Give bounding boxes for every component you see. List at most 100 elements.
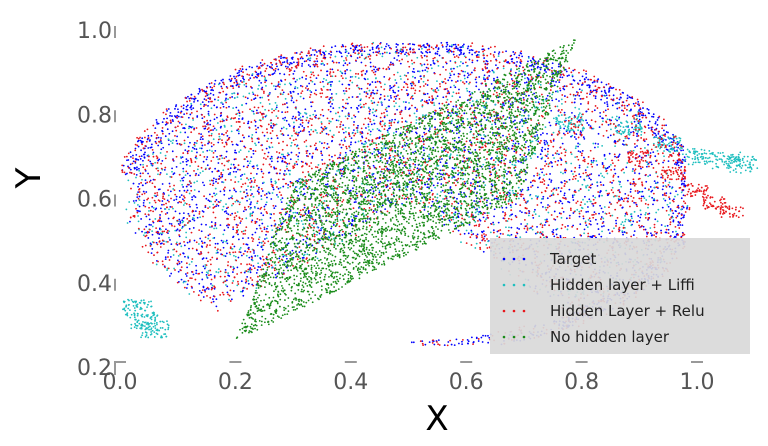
target-point (166, 128, 169, 131)
target-point (446, 43, 449, 46)
target-point (244, 195, 247, 198)
target-point (142, 159, 144, 162)
target-point (453, 207, 456, 210)
target-point (263, 205, 266, 208)
target-point (175, 195, 178, 198)
liffi-point (640, 190, 642, 193)
target-point (474, 78, 477, 81)
target-point (493, 208, 496, 211)
liffi-point (655, 182, 658, 185)
liffi-point (261, 96, 264, 99)
target-point (422, 146, 425, 149)
target-point (135, 154, 138, 156)
target-point (287, 184, 290, 186)
target-point (344, 62, 347, 65)
liffi-point (347, 127, 350, 129)
liffi-point (367, 125, 370, 128)
target-point (467, 45, 470, 48)
target-point (282, 56, 285, 59)
target-point (425, 66, 428, 69)
target-point (373, 68, 375, 71)
target-point (354, 141, 357, 144)
liffi-point (483, 134, 485, 136)
target-point (169, 239, 171, 241)
target-point (271, 73, 274, 76)
target-point (232, 290, 235, 292)
target-point (421, 99, 424, 101)
target-point (582, 217, 585, 220)
liffi-point (188, 192, 191, 195)
liffi-point (195, 157, 198, 160)
liffi-point (519, 236, 522, 239)
liffi-point (604, 94, 607, 97)
liffi-point (371, 128, 374, 131)
target-point (445, 45, 448, 48)
target-point (560, 181, 563, 184)
target-point (126, 172, 128, 175)
target-point (462, 53, 465, 56)
target-point (582, 136, 585, 139)
liffi-point (367, 151, 370, 154)
liffi-point (578, 210, 581, 213)
target-point (308, 152, 311, 155)
liffi-point (434, 186, 437, 189)
target-point (210, 145, 213, 148)
liffi-point (517, 186, 520, 189)
target-point (562, 210, 565, 213)
target-point (343, 140, 346, 142)
target-point (405, 89, 408, 91)
target-point (171, 115, 173, 117)
target-point (257, 266, 260, 268)
target-point (429, 51, 431, 54)
liffi-point (372, 119, 375, 122)
target-point (365, 70, 368, 73)
target-point (614, 172, 617, 175)
liffi-point (222, 169, 225, 172)
target-point (547, 204, 549, 206)
target-point (527, 186, 530, 189)
liffi-point (663, 138, 665, 141)
liffi-point (284, 97, 287, 100)
target-point (181, 198, 184, 201)
target-point (303, 206, 306, 209)
target-point (505, 50, 507, 53)
liffi-point (334, 243, 337, 245)
target-point (289, 201, 292, 204)
liffi-point (631, 217, 633, 220)
target-point (252, 265, 255, 267)
target-point (175, 139, 178, 142)
target-point (428, 341, 431, 344)
liffi-point (217, 83, 220, 86)
target-point (423, 131, 426, 134)
target-point (601, 225, 603, 228)
target-point (544, 221, 547, 224)
liffi-point (185, 123, 187, 126)
target-point (645, 180, 648, 183)
target-point (579, 79, 581, 82)
target-point (370, 123, 373, 126)
liffi-point (669, 141, 672, 144)
liffi-point (624, 128, 627, 131)
target-point (579, 175, 582, 178)
liffi-point (316, 257, 319, 260)
liffi-point (449, 220, 452, 223)
target-point (680, 165, 683, 168)
liffi-point (600, 172, 602, 175)
target-point (520, 161, 523, 164)
liffi-point (700, 148, 703, 151)
target-point (257, 126, 259, 129)
target-point (174, 107, 176, 110)
target-point (468, 49, 471, 52)
target-point (297, 118, 300, 120)
liffi-point (239, 201, 241, 204)
target-point (149, 139, 151, 141)
target-point (597, 132, 600, 135)
target-point (584, 169, 587, 172)
target-point (150, 162, 153, 165)
target-point (186, 108, 189, 111)
target-point (180, 278, 183, 281)
target-point (398, 163, 401, 166)
target-point (201, 117, 204, 120)
target-point (448, 219, 451, 222)
liffi-point (375, 77, 377, 79)
